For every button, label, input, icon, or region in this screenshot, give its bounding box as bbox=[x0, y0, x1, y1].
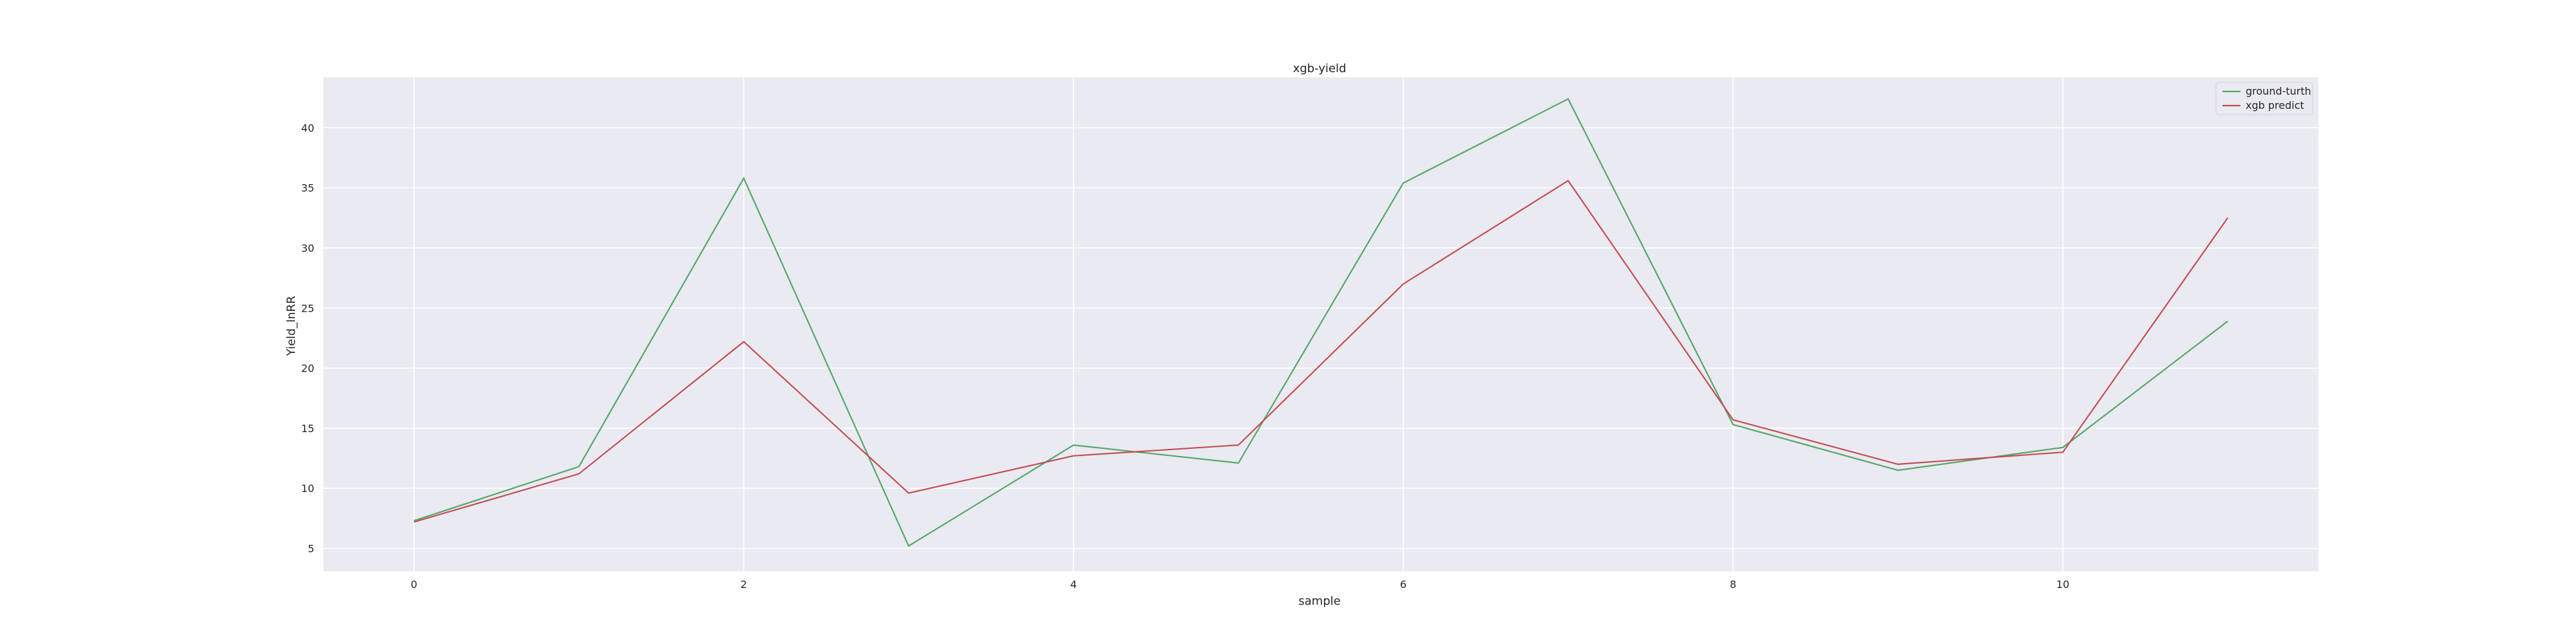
legend: ground-turth xgb predict bbox=[2215, 82, 2313, 115]
x-tick-label: 8 bbox=[1730, 578, 1736, 591]
series-line-ground-truth bbox=[413, 98, 2228, 547]
chart-title: xgb-yield bbox=[1293, 62, 1347, 75]
x-tick-label: 2 bbox=[741, 578, 747, 591]
y-tick-label: 10 bbox=[301, 482, 314, 495]
series-line-xgb-predict bbox=[413, 180, 2229, 523]
y-tick-label: 30 bbox=[301, 242, 314, 254]
y-tick-label: 35 bbox=[301, 182, 314, 194]
legend-label: ground-turth bbox=[2246, 85, 2311, 97]
y-tick-label: 25 bbox=[301, 302, 314, 314]
x-tick-label: 10 bbox=[2056, 578, 2069, 591]
y-tick-label: 40 bbox=[301, 122, 314, 134]
y-tick-label: 20 bbox=[301, 363, 314, 375]
y-tick-labels: 5 10 15 20 25 30 35 40 bbox=[301, 122, 314, 554]
y-tick-label: 5 bbox=[308, 543, 314, 555]
x-tick-labels: 0 2 4 6 8 10 bbox=[411, 578, 2070, 591]
x-tick-label: 6 bbox=[1400, 578, 1406, 591]
y-tick-label: 15 bbox=[301, 422, 314, 435]
x-axis-label: sample bbox=[1298, 594, 1340, 608]
legend-label: xgb predict bbox=[2246, 99, 2304, 111]
x-tick-label: 4 bbox=[1070, 578, 1077, 591]
legend-box bbox=[2215, 82, 2313, 115]
x-tick-label: 0 bbox=[411, 578, 417, 591]
series-lines bbox=[413, 98, 2229, 547]
y-axis-label: Yield_lnRR bbox=[285, 296, 298, 356]
grid bbox=[323, 77, 2318, 571]
